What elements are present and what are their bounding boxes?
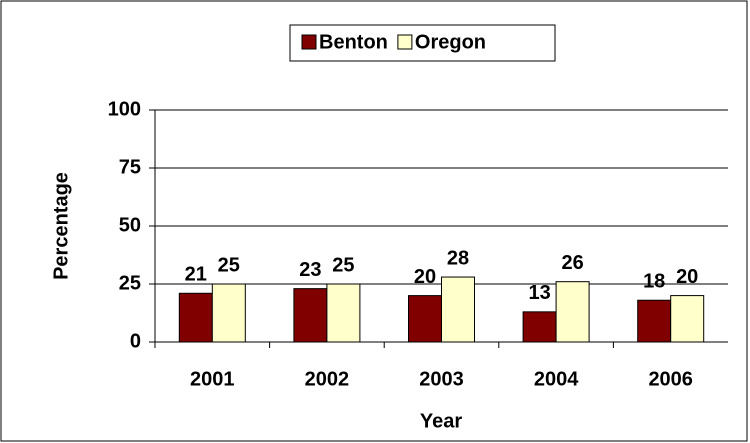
y-axis-label: Percentage (50, 172, 72, 280)
bar (326, 283, 361, 343)
bar (637, 299, 672, 343)
data-label: 18 (643, 271, 665, 293)
x-tick-label: 2001 (190, 368, 235, 390)
x-tick-label: 2004 (534, 368, 579, 390)
data-label: 13 (528, 282, 550, 304)
data-label: 25 (332, 254, 354, 276)
bar (670, 295, 705, 343)
x-tick-label: 2002 (305, 368, 350, 390)
data-label: 26 (561, 252, 583, 274)
x-tick-label: 2003 (419, 368, 464, 390)
x-axis-label: Year (420, 410, 462, 432)
y-tick-label: 0 (130, 330, 141, 352)
bar (441, 276, 475, 343)
bar (211, 283, 246, 343)
y-tick-label: 25 (119, 272, 141, 294)
legend-swatch (397, 34, 413, 50)
y-tick-label: 75 (119, 156, 141, 178)
bar (178, 292, 213, 343)
bar (408, 295, 442, 343)
legend-swatch (301, 34, 317, 50)
legend-label: Benton (319, 31, 388, 53)
data-label: 20 (676, 266, 698, 288)
bar (293, 288, 328, 343)
data-label: 23 (299, 259, 321, 281)
bar (522, 311, 557, 343)
y-tick-label: 100 (108, 98, 141, 120)
bar (555, 281, 590, 343)
y-tick-label: 50 (119, 214, 141, 236)
legend-label: Oregon (415, 31, 486, 53)
data-label: 21 (185, 264, 207, 286)
legend-box (289, 24, 556, 62)
data-label: 28 (447, 247, 469, 269)
data-label: 25 (218, 254, 240, 276)
x-tick-label: 2006 (648, 368, 693, 390)
data-label: 20 (414, 266, 436, 288)
